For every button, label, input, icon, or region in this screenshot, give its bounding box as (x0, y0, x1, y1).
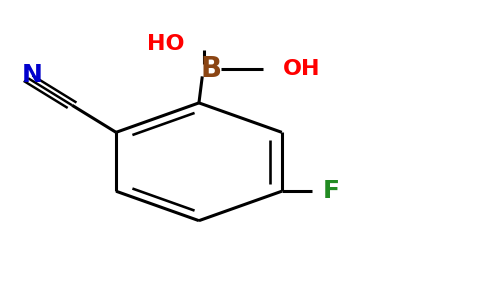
Text: F: F (322, 179, 339, 203)
Text: HO: HO (147, 34, 184, 54)
Text: N: N (21, 63, 43, 87)
Text: B: B (200, 55, 222, 83)
Text: OH: OH (283, 59, 320, 79)
